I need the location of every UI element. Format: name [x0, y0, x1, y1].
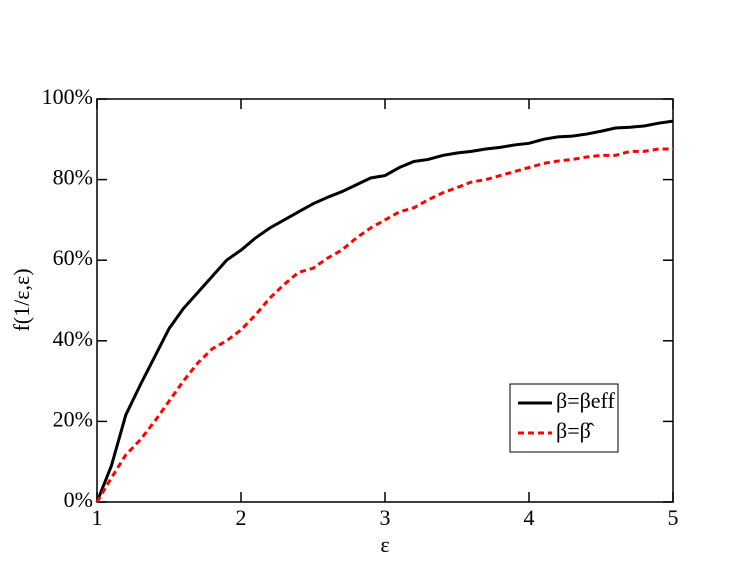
x-tick-label: 5	[668, 505, 679, 530]
x-tick-label: 1	[92, 505, 103, 530]
x-tick-label: 2	[236, 505, 247, 530]
x-tick-label: 4	[524, 505, 535, 530]
legend-label: β=β̂	[556, 418, 595, 443]
y-tick-label: 40%	[53, 326, 93, 351]
y-tick-label: 60%	[53, 245, 93, 270]
line-series	[95, 147, 673, 503]
y-tick-label: 20%	[53, 406, 93, 431]
x-tick-label: 3	[380, 505, 391, 530]
legend-label: β=βeff	[556, 388, 615, 413]
legend-box	[509, 383, 619, 453]
y-tick-label: 100%	[42, 84, 93, 109]
line-series	[95, 119, 674, 503]
y-tick-label: 0%	[64, 487, 93, 512]
y-axis-label: f(1/ε,ε)	[9, 268, 34, 331]
x-axis-label: ε	[380, 532, 389, 557]
y-tick-label: 80%	[53, 165, 93, 190]
